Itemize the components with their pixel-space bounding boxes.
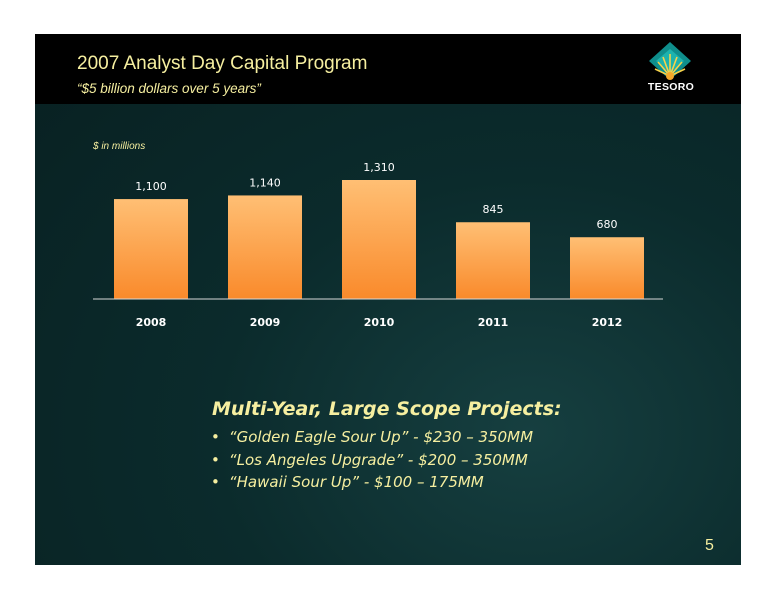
data-label-2009: 1,140 [249, 176, 281, 189]
bar-2011 [456, 222, 530, 299]
x-tick-label-2011: 2011 [478, 316, 509, 329]
project-item: • “Hawaii Sour Up” - $100 – 175MM [211, 471, 533, 494]
projects-list: • “Golden Eagle Sour Up” - $230 – 350MM •… [211, 426, 533, 494]
slide-subtitle: “$5 billion dollars over 5 years” [77, 81, 261, 96]
logo-wordmark: TESORO [647, 81, 695, 93]
project-item: • “Golden Eagle Sour Up” - $230 – 350MM [211, 426, 533, 449]
x-tick-label-2010: 2010 [364, 316, 395, 329]
bullet-icon: • [211, 428, 220, 446]
project-item: • “Los Angeles Upgrade” - $200 – 350MM [211, 449, 533, 472]
bullet-icon: • [211, 473, 220, 491]
bar-2012 [570, 237, 644, 299]
x-tick-label-2012: 2012 [592, 316, 623, 329]
bar-2008 [114, 199, 188, 299]
x-tick-label-2008: 2008 [136, 316, 167, 329]
data-label-2012: 680 [597, 218, 618, 231]
x-tick-label-2009: 2009 [250, 316, 281, 329]
project-item-text: “Golden Eagle Sour Up” - $230 – 350MM [228, 428, 534, 446]
page-number: 5 [705, 537, 714, 554]
chart-units-label: $ in millions [93, 141, 146, 152]
slide-header [35, 34, 741, 104]
projects-heading: Multi-Year, Large Scope Projects: [212, 398, 562, 420]
bar-2010 [342, 180, 416, 299]
data-label-2010: 1,310 [363, 161, 395, 174]
slide-title: 2007 Analyst Day Capital Program [77, 53, 368, 74]
data-label-2011: 845 [483, 203, 504, 216]
project-item-text: “Hawaii Sour Up” - $100 – 175MM [228, 473, 484, 491]
slide: 2007 Analyst Day Capital Program “$5 bil… [35, 34, 741, 565]
bar-2009 [228, 195, 302, 299]
project-item-text: “Los Angeles Upgrade” - $200 – 350MM [228, 450, 528, 469]
bar-chart: 1,100 2008 1,140 2009 1,310 2010 845 2011 680 201… [93, 161, 663, 329]
bullet-icon: • [211, 450, 220, 469]
data-label-2008: 1,100 [135, 180, 167, 193]
tesoro-logo-icon [649, 42, 691, 80]
